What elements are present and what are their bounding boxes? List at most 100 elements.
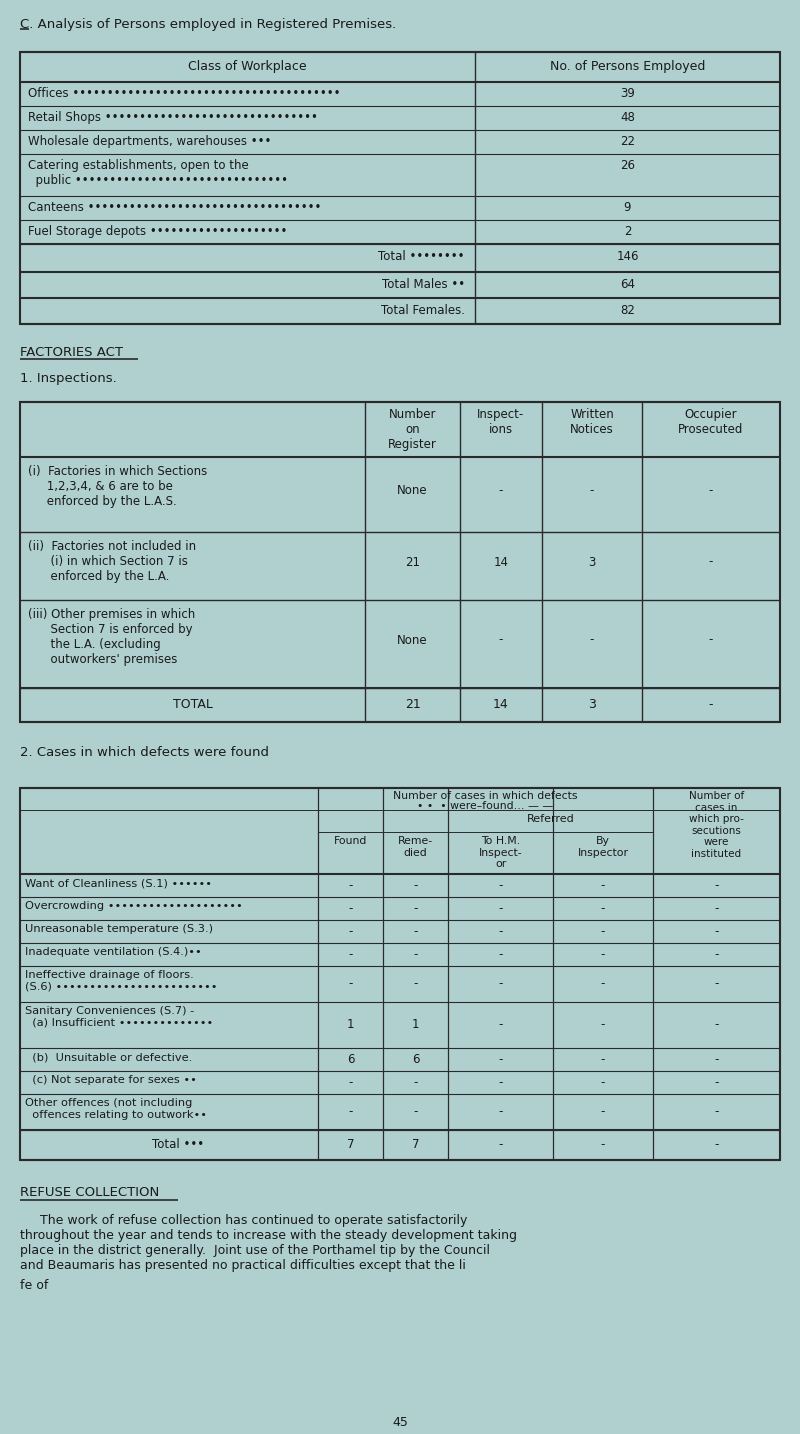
Text: fe of: fe of [20, 1279, 48, 1292]
Text: -: - [714, 978, 718, 991]
Text: -: - [498, 1053, 502, 1065]
Text: Number
on
Register: Number on Register [388, 409, 437, 452]
Text: Total ••••••••: Total •••••••• [378, 250, 465, 262]
Text: -: - [601, 1076, 605, 1088]
Text: -: - [414, 1076, 418, 1088]
Text: Fuel Storage depots ••••••••••••••••••••: Fuel Storage depots •••••••••••••••••••• [28, 225, 287, 238]
Text: (i)  Factories in which Sections
     1,2,3,4, & 6 are to be
     enforced by th: (i) Factories in which Sections 1,2,3,4,… [28, 465, 207, 508]
Text: Class of Workplace: Class of Workplace [188, 60, 307, 73]
Text: -: - [348, 1076, 353, 1088]
Text: -: - [498, 902, 502, 915]
Text: 21: 21 [405, 555, 420, 568]
Text: -: - [348, 1106, 353, 1119]
Text: Total Males ••: Total Males •• [382, 278, 465, 291]
Text: -: - [601, 902, 605, 915]
Text: -: - [498, 1139, 502, 1152]
Text: -: - [348, 902, 353, 915]
Text: -: - [348, 925, 353, 938]
Text: -: - [498, 948, 502, 961]
Text: -: - [498, 1106, 502, 1119]
Text: Total •••: Total ••• [152, 1139, 204, 1152]
Text: -: - [709, 698, 714, 711]
Text: -: - [499, 634, 503, 647]
Text: -: - [414, 978, 418, 991]
Text: Ineffective drainage of floors.
(S.6) ••••••••••••••••••••••••: Ineffective drainage of floors. (S.6) ••… [25, 969, 218, 991]
Text: Total Females.: Total Females. [381, 304, 465, 317]
Text: -: - [414, 879, 418, 892]
Text: -: - [414, 948, 418, 961]
Bar [20, 402, 780, 721]
Text: 6: 6 [346, 1053, 354, 1065]
Text: 39: 39 [620, 87, 635, 100]
Text: -: - [498, 879, 502, 892]
Text: -: - [714, 1076, 718, 1088]
Text: -: - [348, 978, 353, 991]
Text: 7: 7 [412, 1139, 419, 1152]
Bar [20, 789, 780, 1160]
Text: 3: 3 [588, 555, 596, 568]
Text: -: - [709, 555, 713, 568]
Text: 7: 7 [346, 1139, 354, 1152]
Text: TOTAL: TOTAL [173, 698, 213, 711]
Text: 2: 2 [624, 225, 631, 238]
Text: 64: 64 [620, 278, 635, 291]
Text: 14: 14 [493, 698, 509, 711]
Text: Other offences (not including
  offences relating to outwork••: Other offences (not including offences r… [25, 1098, 207, 1120]
Text: -: - [714, 1139, 718, 1152]
Text: 9: 9 [624, 201, 631, 214]
Text: (b)  Unsuitable or defective.: (b) Unsuitable or defective. [25, 1053, 192, 1063]
Text: Referred: Referred [526, 815, 574, 825]
Text: -: - [601, 1018, 605, 1031]
Text: C. Analysis of Persons employed in Registered Premises.: C. Analysis of Persons employed in Regis… [20, 19, 396, 32]
Text: Reme-
died: Reme- died [398, 836, 433, 858]
Text: Retail Shops •••••••••••••••••••••••••••••••: Retail Shops •••••••••••••••••••••••••••… [28, 110, 318, 123]
Text: -: - [714, 1018, 718, 1031]
Text: Occupier
Prosecuted: Occupier Prosecuted [678, 409, 744, 436]
Text: 48: 48 [620, 110, 635, 123]
Text: 82: 82 [620, 304, 635, 317]
Text: 1. Inspections.: 1. Inspections. [20, 371, 117, 384]
Bar [20, 52, 780, 324]
Text: 21: 21 [405, 698, 420, 711]
Text: Found: Found [334, 836, 367, 846]
Text: -: - [714, 948, 718, 961]
Text: -: - [414, 902, 418, 915]
Text: -: - [498, 1076, 502, 1088]
Text: 146: 146 [616, 250, 638, 262]
Text: None: None [397, 634, 428, 647]
Text: Catering establishments, open to the
  public •••••••••••••••••••••••••••••••: Catering establishments, open to the pub… [28, 159, 288, 186]
Text: -: - [498, 925, 502, 938]
Text: -: - [348, 879, 353, 892]
Text: REFUSE COLLECTION: REFUSE COLLECTION [20, 1186, 159, 1199]
Text: 1: 1 [412, 1018, 419, 1031]
Text: -: - [601, 978, 605, 991]
Text: -: - [709, 634, 713, 647]
Text: Offices •••••••••••••••••••••••••••••••••••••••: Offices ••••••••••••••••••••••••••••••••… [28, 87, 341, 100]
Text: The work of refuse collection has continued to operate satisfactorily
throughout: The work of refuse collection has contin… [20, 1215, 517, 1272]
Text: (c) Not separate for sexes ••: (c) Not separate for sexes •• [25, 1076, 197, 1086]
Text: 6: 6 [412, 1053, 419, 1065]
Text: -: - [601, 1106, 605, 1119]
Text: 3: 3 [588, 698, 596, 711]
Text: No. of Persons Employed: No. of Persons Employed [550, 60, 705, 73]
Text: Want of Cleanliness (S.1) ••••••: Want of Cleanliness (S.1) •••••• [25, 878, 212, 888]
Text: None: None [397, 485, 428, 498]
Text: Written
Notices: Written Notices [570, 409, 614, 436]
Text: -: - [590, 634, 594, 647]
Text: Inspect-
ions: Inspect- ions [478, 409, 525, 436]
Text: -: - [714, 879, 718, 892]
Text: -: - [348, 948, 353, 961]
Text: -: - [499, 485, 503, 498]
Text: Sanitary Conveniences (S.7) -
  (a) Insufficient ••••••••••••••: Sanitary Conveniences (S.7) - (a) Insuff… [25, 1007, 214, 1028]
Text: -: - [498, 1018, 502, 1031]
Text: -: - [714, 902, 718, 915]
Text: -: - [498, 978, 502, 991]
Text: -: - [590, 485, 594, 498]
Text: -: - [714, 1053, 718, 1065]
Text: Canteens ••••••••••••••••••••••••••••••••••: Canteens •••••••••••••••••••••••••••••••… [28, 201, 322, 214]
Text: -: - [601, 1053, 605, 1065]
Text: • •  • were–found… — —: • • • were–found… — — [418, 802, 554, 812]
Text: 45: 45 [392, 1415, 408, 1430]
Text: -: - [414, 925, 418, 938]
Text: 14: 14 [494, 555, 509, 568]
